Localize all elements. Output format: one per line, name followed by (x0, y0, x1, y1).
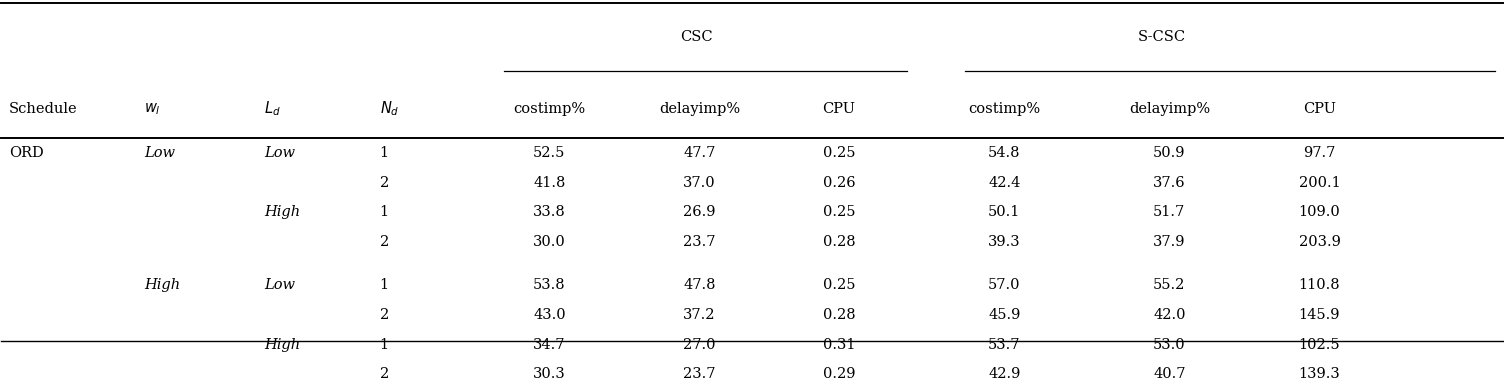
Text: 53.7: 53.7 (988, 338, 1020, 352)
Text: 50.9: 50.9 (1154, 146, 1185, 160)
Text: costimp%: costimp% (513, 102, 585, 116)
Text: 37.0: 37.0 (683, 176, 716, 190)
Text: 23.7: 23.7 (683, 367, 716, 378)
Text: 97.7: 97.7 (1304, 146, 1336, 160)
Text: 45.9: 45.9 (988, 308, 1020, 322)
Text: 2: 2 (379, 235, 390, 249)
Text: 42.4: 42.4 (988, 176, 1020, 190)
Text: 110.8: 110.8 (1298, 278, 1340, 292)
Text: 2: 2 (379, 176, 390, 190)
Text: 0.31: 0.31 (823, 338, 856, 352)
Text: 47.8: 47.8 (683, 278, 716, 292)
Text: Low: Low (265, 146, 295, 160)
Text: 26.9: 26.9 (683, 205, 716, 219)
Text: 200.1: 200.1 (1298, 176, 1340, 190)
Text: 54.8: 54.8 (988, 146, 1020, 160)
Text: Schedule: Schedule (9, 102, 78, 116)
Text: Low: Low (144, 146, 174, 160)
Text: 50.1: 50.1 (988, 205, 1020, 219)
Text: 1: 1 (379, 278, 390, 292)
Text: 102.5: 102.5 (1298, 338, 1340, 352)
Text: 37.6: 37.6 (1154, 176, 1185, 190)
Text: delayimp%: delayimp% (659, 102, 740, 116)
Text: 0.25: 0.25 (823, 146, 856, 160)
Text: 30.0: 30.0 (532, 235, 566, 249)
Text: 23.7: 23.7 (683, 235, 716, 249)
Text: Low: Low (265, 278, 295, 292)
Text: 42.0: 42.0 (1154, 308, 1185, 322)
Text: 203.9: 203.9 (1298, 235, 1340, 249)
Text: 53.8: 53.8 (532, 278, 566, 292)
Text: ORD: ORD (9, 146, 44, 160)
Text: 55.2: 55.2 (1154, 278, 1185, 292)
Text: $N_d$: $N_d$ (379, 99, 399, 118)
Text: 52.5: 52.5 (532, 146, 566, 160)
Text: 41.8: 41.8 (532, 176, 566, 190)
Text: 2: 2 (379, 367, 390, 378)
Text: 51.7: 51.7 (1154, 205, 1185, 219)
Text: 1: 1 (379, 338, 390, 352)
Text: 0.25: 0.25 (823, 278, 856, 292)
Text: 139.3: 139.3 (1298, 367, 1340, 378)
Text: 0.25: 0.25 (823, 205, 856, 219)
Text: $w_l$: $w_l$ (144, 101, 161, 116)
Text: 145.9: 145.9 (1299, 308, 1340, 322)
Text: 2: 2 (379, 308, 390, 322)
Text: 43.0: 43.0 (532, 308, 566, 322)
Text: 53.0: 53.0 (1154, 338, 1185, 352)
Text: 27.0: 27.0 (683, 338, 716, 352)
Text: 109.0: 109.0 (1298, 205, 1340, 219)
Text: $L_d$: $L_d$ (265, 99, 281, 118)
Text: CPU: CPU (1302, 102, 1336, 116)
Text: High: High (144, 278, 180, 292)
Text: 47.7: 47.7 (683, 146, 716, 160)
Text: 0.28: 0.28 (823, 308, 856, 322)
Text: 1: 1 (379, 146, 390, 160)
Text: CPU: CPU (823, 102, 856, 116)
Text: 37.9: 37.9 (1154, 235, 1185, 249)
Text: 33.8: 33.8 (532, 205, 566, 219)
Text: 42.9: 42.9 (988, 367, 1020, 378)
Text: S-CSC: S-CSC (1137, 30, 1185, 44)
Text: 40.7: 40.7 (1154, 367, 1185, 378)
Text: 0.29: 0.29 (823, 367, 856, 378)
Text: 34.7: 34.7 (532, 338, 566, 352)
Text: CSC: CSC (680, 30, 713, 44)
Text: 0.26: 0.26 (823, 176, 856, 190)
Text: High: High (265, 338, 301, 352)
Text: High: High (265, 205, 301, 219)
Text: 30.3: 30.3 (532, 367, 566, 378)
Text: costimp%: costimp% (969, 102, 1041, 116)
Text: 37.2: 37.2 (683, 308, 716, 322)
Text: 57.0: 57.0 (988, 278, 1020, 292)
Text: delayimp%: delayimp% (1130, 102, 1209, 116)
Text: 39.3: 39.3 (988, 235, 1021, 249)
Text: 0.28: 0.28 (823, 235, 856, 249)
Text: 1: 1 (379, 205, 390, 219)
